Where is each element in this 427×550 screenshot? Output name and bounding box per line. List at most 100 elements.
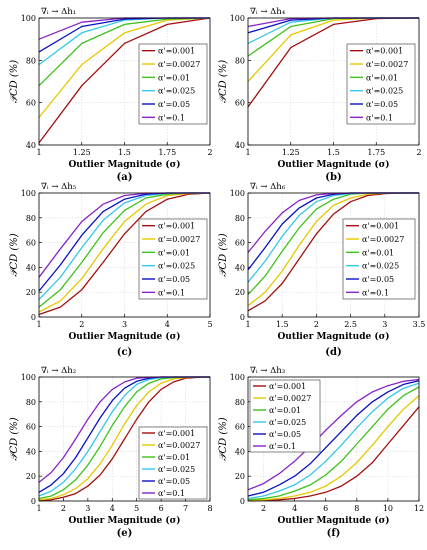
legend: α'=0.001 α'=0.0027 α'=0.01 α'=0.025 α'=0.05 α… bbox=[138, 43, 208, 125]
chart-panel-c: 0 20 40 60 80 100 1 2 3 4 5 ∇ᵢ → Δh₅ Outlier Magnitu… bbox=[9, 182, 213, 358]
panel-title: ∇ᵢ → Δh₂ bbox=[41, 366, 76, 376]
y-tick-label: 20 bbox=[235, 288, 245, 297]
y-axis-label: 𝒫CD (%) bbox=[218, 233, 229, 276]
plot-frame bbox=[247, 17, 420, 146]
legend-label-4: α'=0.025 bbox=[158, 262, 195, 271]
legend-box bbox=[342, 218, 416, 300]
y-tick-label: 0 bbox=[240, 313, 245, 322]
series-line-1 bbox=[38, 17, 211, 144]
x-tick-label: 1 bbox=[245, 320, 250, 329]
panel-letter: (a) bbox=[117, 172, 133, 183]
x-tick-label: 2 bbox=[416, 148, 421, 157]
x-tick-label: 1 bbox=[36, 504, 41, 513]
legend-box bbox=[249, 379, 321, 453]
legend-label-3: α'=0.01 bbox=[362, 248, 394, 257]
legend-label-4: α'=0.025 bbox=[158, 87, 195, 96]
legend-box bbox=[138, 218, 208, 300]
plot-frame bbox=[38, 376, 211, 502]
y-tick-label: 100 bbox=[230, 189, 245, 198]
x-tick-label: 1.5 bbox=[276, 320, 289, 329]
legend: α'=0.001 α'=0.0027 α'=0.01 α'=0.025 α'=0.05 α… bbox=[138, 218, 208, 300]
x-tick-label: 1.25 bbox=[282, 148, 300, 157]
y-tick-label: 80 bbox=[26, 56, 36, 65]
panel-letter: (d) bbox=[325, 347, 341, 358]
series-line-1 bbox=[247, 406, 420, 502]
x-tick-label: 4 bbox=[165, 320, 170, 329]
legend-label-4: α'=0.025 bbox=[269, 418, 306, 427]
legend: α'=0.001 α'=0.0027 α'=0.01 α'=0.025 α'=0.05 α… bbox=[342, 218, 416, 300]
panel-title: ∇ᵢ → Δh₆ bbox=[250, 182, 286, 192]
x-tick-label: 2 bbox=[261, 504, 266, 513]
y-tick-label: 80 bbox=[26, 214, 36, 223]
legend-label-6: α'=0.1 bbox=[158, 113, 185, 122]
y-axis-label: 𝒫CD (%) bbox=[9, 60, 20, 103]
plot-frame bbox=[247, 376, 420, 502]
legend: α'=0.001 α'=0.0027 α'=0.01 α'=0.025 α'=0.05 α… bbox=[346, 43, 416, 125]
legend-label-5: α'=0.05 bbox=[269, 430, 301, 439]
y-tick-label: 20 bbox=[26, 472, 36, 481]
y-tick-label: 60 bbox=[235, 239, 245, 248]
series-line-2 bbox=[38, 376, 210, 501]
legend-label-5: α'=0.05 bbox=[362, 275, 394, 284]
legend-label-3: α'=0.01 bbox=[158, 248, 190, 257]
series-line-2 bbox=[38, 17, 211, 118]
x-tick-label: 2 bbox=[61, 504, 66, 513]
legend-label-2: α'=0.0027 bbox=[362, 235, 404, 244]
legend-box bbox=[138, 43, 208, 125]
legend-label-3: α'=0.01 bbox=[158, 73, 190, 82]
legend-label-2: α'=0.0027 bbox=[269, 394, 311, 403]
x-tick-label: 1 bbox=[36, 320, 41, 329]
x-tick-label: 5 bbox=[207, 320, 212, 329]
y-tick-label: 40 bbox=[235, 141, 245, 150]
chart-panel-f: 0 20 40 60 80 100 2 4 6 8 10 12 ∇ᵢ → Δh₃ Outlier Magn… bbox=[218, 366, 424, 539]
legend-label-2: α'=0.0027 bbox=[158, 441, 200, 450]
y-tick-label: 80 bbox=[235, 398, 245, 407]
legend-label-5: α'=0.05 bbox=[158, 477, 190, 486]
plot-frame bbox=[247, 192, 420, 318]
legend-label-3: α'=0.01 bbox=[269, 406, 301, 415]
legend-label-3: α'=0.01 bbox=[366, 73, 398, 82]
series-line-3 bbox=[247, 386, 420, 501]
x-tick-label: 2.5 bbox=[344, 320, 357, 329]
x-tick-label: 8 bbox=[207, 504, 212, 513]
x-tick-label: 8 bbox=[354, 504, 359, 513]
x-axis-label: Outlier Magnitude (σ) bbox=[68, 515, 180, 526]
legend-label-5: α'=0.05 bbox=[366, 100, 398, 109]
panel-letter: (f) bbox=[327, 528, 341, 539]
y-tick-label: 0 bbox=[31, 313, 36, 322]
series-line-3 bbox=[38, 17, 211, 87]
panel-letter: (e) bbox=[117, 528, 133, 539]
x-tick-label: 6 bbox=[159, 504, 164, 513]
y-tick-label: 40 bbox=[26, 447, 36, 456]
legend: α'=0.001 α'=0.0027 α'=0.01 α'=0.025 α'=0.05 α… bbox=[138, 426, 208, 500]
legend-label-6: α'=0.1 bbox=[158, 288, 185, 297]
legend-label-2: α'=0.0027 bbox=[366, 60, 408, 69]
y-tick-label: 40 bbox=[235, 447, 245, 456]
y-tick-label: 100 bbox=[230, 14, 245, 23]
chart-panel-e: 0 20 40 60 80 100 1 2 3 4 5 6 7 8 ∇ᵢ → Δh₂ Outlier Magn… bbox=[9, 366, 213, 539]
x-tick-label: 2 bbox=[207, 148, 212, 157]
x-tick-label: 2 bbox=[79, 320, 84, 329]
x-tick-label: 1.5 bbox=[327, 148, 340, 157]
legend-label-1: α'=0.001 bbox=[158, 429, 195, 438]
x-tick-label: 1.75 bbox=[367, 148, 385, 157]
y-tick-label: 100 bbox=[230, 373, 245, 382]
x-tick-label: 1.25 bbox=[73, 148, 91, 157]
plot-frame bbox=[38, 192, 211, 318]
x-tick-label: 3.5 bbox=[413, 320, 426, 329]
panel-title: ∇ᵢ → Δh₃ bbox=[250, 366, 285, 376]
legend-box bbox=[346, 43, 416, 125]
x-tick-label: 1 bbox=[36, 148, 41, 157]
legend-label-2: α'=0.0027 bbox=[158, 235, 200, 244]
y-tick-label: 60 bbox=[235, 99, 245, 108]
legend-label-1: α'=0.001 bbox=[362, 222, 399, 231]
x-tick-label: 4 bbox=[292, 504, 297, 513]
panel-letter: (c) bbox=[117, 347, 133, 358]
x-axis-label: Outlier Magnitude (σ) bbox=[277, 159, 389, 170]
series-line-5 bbox=[247, 380, 420, 497]
series-line-2 bbox=[247, 395, 420, 502]
legend-label-4: α'=0.025 bbox=[362, 262, 399, 271]
y-axis-label: 𝒫CD (%) bbox=[218, 417, 229, 460]
x-tick-label: 12 bbox=[414, 504, 424, 513]
